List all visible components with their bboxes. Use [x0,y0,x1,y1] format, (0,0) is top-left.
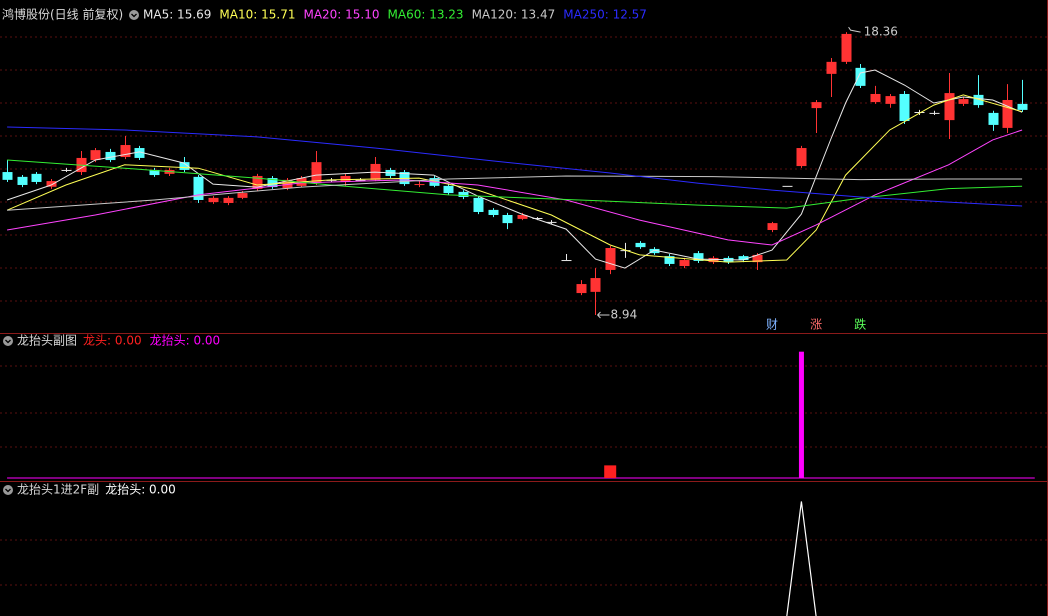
candle-body [635,242,646,248]
ma-line [6,69,1023,269]
signal-bar [798,351,804,478]
candle-body [885,96,896,104]
dropdown-icon[interactable] [3,336,13,346]
legend-entry: MA60: 13.23 [388,8,464,22]
ma-line [7,129,1023,246]
candle-body [576,284,587,294]
panel-title: 龙抬头1进2F副 [17,483,99,497]
candle-body [870,93,881,103]
candle-body [899,93,910,122]
candle-body [1017,103,1028,110]
legend-entry: MA250: 12.57 [563,8,647,22]
legend-entry: MA10: 15.71 [219,8,295,22]
ma-line [6,94,1023,263]
legend-entry: MA20: 15.10 [303,8,379,22]
candle-body [282,179,293,188]
candle-body [782,185,793,187]
signal-line [786,501,817,616]
candle-body [120,145,131,158]
event-marker: 财 [766,318,778,332]
candle-body [134,148,145,158]
candle-body [664,256,675,264]
candle-body [252,175,263,189]
candle-body [708,257,719,263]
candle-body [914,112,925,114]
candle-body [488,209,499,215]
candle-body [679,260,690,267]
candle-body [973,94,984,106]
candle-body [517,214,528,219]
legend-entry: 龙头: 0.00 [83,334,142,348]
ma-line [7,126,1023,207]
legend-entry: 龙抬头: 0.00 [105,483,176,497]
candle-body [31,173,42,182]
candle-body [752,254,763,263]
ma-line [7,175,1023,211]
max-pointer [848,26,861,33]
candle-body [590,278,601,292]
panel-title: 龙抬头副图 [17,334,77,348]
event-marker: 跌 [854,317,866,332]
candle-body [414,184,425,186]
candle-body [61,169,72,171]
candle-body [340,175,351,182]
candle-body [105,151,116,161]
candle-body [944,93,955,121]
chart-title: 鸿博股份(日线 前复权) [2,7,123,22]
candle-body [193,176,204,200]
candle-body [605,248,616,270]
candle-body [796,148,807,167]
candle-body [1002,99,1013,128]
candle-body [90,150,101,161]
candle-body [237,193,248,198]
legend-entry: MA5: 15.69 [143,8,211,22]
candle-body [532,217,543,219]
candle-body [502,214,513,224]
min-pointer [597,311,610,319]
candle-body [443,185,454,194]
candle-body [693,253,704,261]
background-grid [0,36,1048,586]
candle-body [929,112,940,114]
dropdown-icon[interactable] [3,485,13,495]
candle-body [958,99,969,104]
event-marker: 涨 [810,317,822,332]
candle-body [355,179,366,181]
candle-body [855,67,866,86]
candle-body [561,260,572,262]
min-label: 8.94 [610,307,637,321]
candle-body [223,197,234,203]
candle-body [546,221,557,223]
candle-body [767,223,778,231]
candle-body [149,169,160,176]
legend-entry: MA120: 13.47 [472,8,556,22]
candle-body [311,162,322,183]
candle-body [826,61,837,74]
candle-body [738,256,749,261]
candle-body [179,162,190,170]
candle-body [811,102,822,109]
candles [2,32,1028,315]
candle-body [649,248,660,254]
candle-body [473,197,484,212]
candle-body [458,191,469,197]
candle-body [17,176,28,185]
signal-bar [604,465,617,478]
dropdown-icon[interactable] [129,10,139,20]
candle-body [208,197,219,203]
candle-body [841,33,852,62]
candle-body [988,112,999,125]
max-label: 18.36 [864,25,898,39]
candle-body [267,178,278,188]
legend-entry: 龙抬头: 0.00 [150,334,221,348]
candle-body [46,181,57,187]
candle-body [2,172,13,180]
ma-line [7,159,1023,209]
